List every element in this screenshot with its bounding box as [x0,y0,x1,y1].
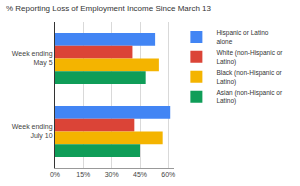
svg-text:60%: 60% [161,171,175,178]
svg-text:Week endingMay 5: Week endingMay 5 [12,50,53,67]
svg-text:Black (non-Hispanic orLatino): Black (non-Hispanic orLatino) [216,69,282,85]
svg-text:Hispanic or Latinoalone: Hispanic or Latinoalone [216,29,268,44]
svg-text:15%: 15% [76,171,90,178]
svg-text:% Reporting Loss of Employment: % Reporting Loss of Employment Income Si… [6,4,212,13]
svg-text:White (non-Hispanic orLatino): White (non-Hispanic orLatino) [216,49,283,65]
svg-text:45%: 45% [133,171,147,178]
svg-text:0%: 0% [50,171,60,178]
svg-text:Asian (non-Hispanic orLatino): Asian (non-Hispanic orLatino) [216,89,283,105]
svg-text:30%: 30% [105,171,119,178]
svg-text:Week endingJuly 10: Week endingJuly 10 [12,123,53,140]
